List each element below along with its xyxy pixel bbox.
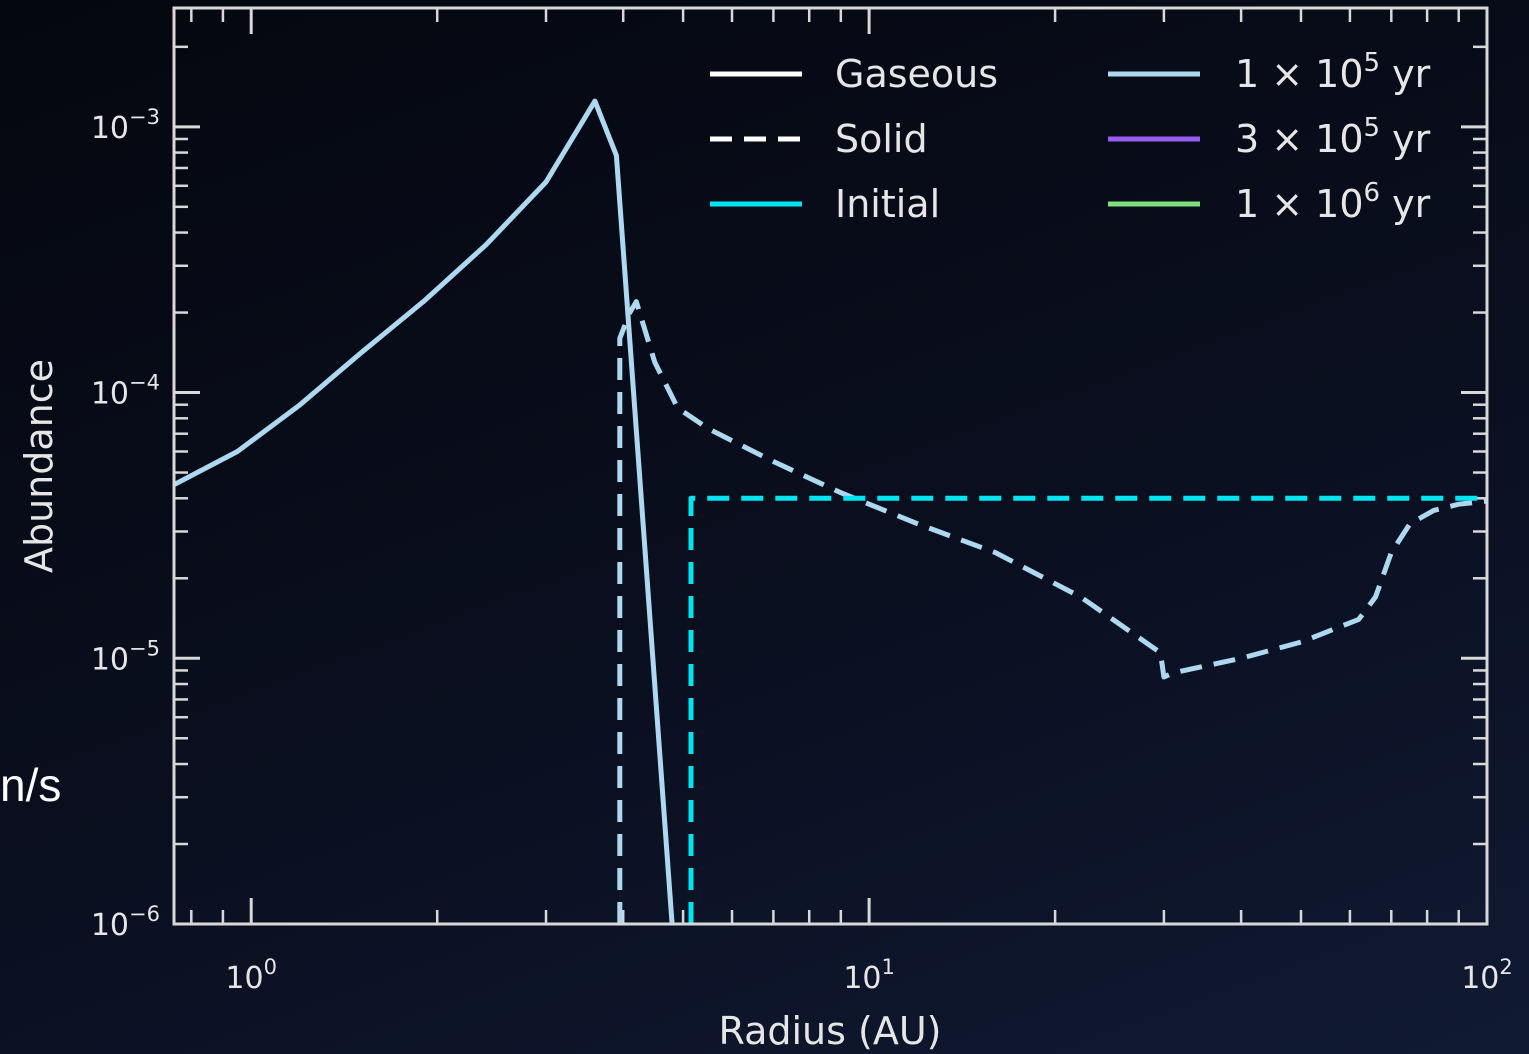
y-tick-label: 10−6 [91,902,160,943]
tick-labels: 100 101 102 10−6 10−5 10−4 10−3 [91,105,1513,996]
y-tick-label: 10−3 [91,105,160,146]
side-text-fragment: n/s [0,759,62,811]
x-axis-label: Radius (AU) [719,1009,942,1053]
legend: Gaseous Solid Initial 1 × 105 yr 3 × 105 yr 1… [710,48,1431,226]
legend-label-1: Solid [835,117,928,161]
series-layer [174,98,1487,924]
plot-frame [172,6,1489,926]
y-tick-label: 10−4 [91,371,160,412]
series-line-2 [688,495,1487,924]
y-axis-label: Abundance [17,359,61,573]
x-tick-label: 102 [1461,955,1513,996]
legend-label-0: Gaseous [835,52,998,96]
legend-label-2: Initial [835,182,940,226]
minor-ticks [174,8,1487,924]
y-tick-label: 10−5 [91,636,160,677]
legend-label-3: 1 × 105 yr [1235,48,1431,96]
legend-label-5: 1 × 106 yr [1235,178,1431,226]
x-tick-label: 100 [225,955,277,996]
series-line-1 [617,299,1487,924]
series-line-0 [174,98,675,924]
x-tick-label: 101 [843,955,895,996]
legend-label-4: 3 × 105 yr [1235,113,1431,161]
